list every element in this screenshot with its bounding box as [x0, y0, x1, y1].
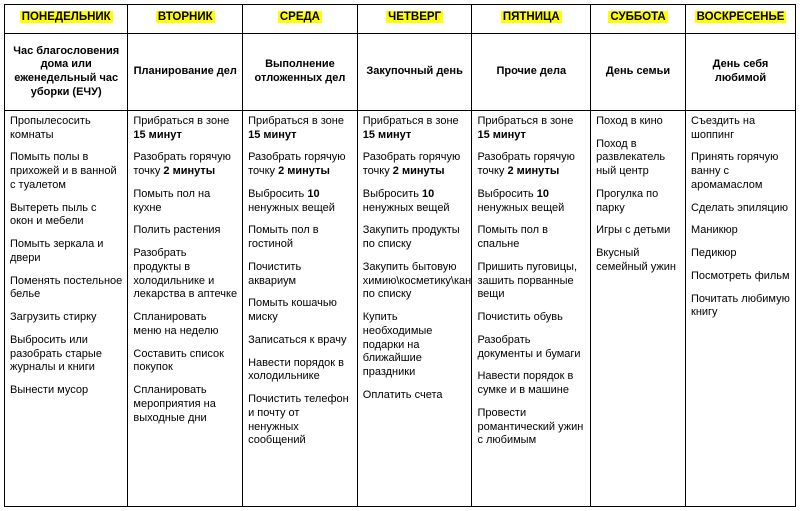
task-item: Помыть пол на кухне	[133, 188, 237, 216]
day-header: ВТОРНИК	[128, 5, 243, 34]
task-item: Маникюр	[691, 224, 790, 238]
task-item: Составить список покупок	[133, 348, 237, 376]
task-item: Выбросить 10 ненужных вещей	[248, 188, 352, 216]
day-name: ВОСКРЕСЕНЬЕ	[695, 11, 787, 23]
task-item: Помыть пол в спальне	[477, 224, 585, 252]
task-item: Записаться к врачу	[248, 334, 352, 348]
day-name: ПЯТНИЦА	[501, 11, 562, 23]
subheader-row: Час благословения дома или еженедельный …	[5, 34, 796, 110]
task-item: Пришить пуговицы, зашить порванные вещи	[477, 261, 585, 302]
day-name: ЧЕТВЕРГ	[386, 11, 443, 23]
task-item: Выбросить или разобрать старые журналы и…	[10, 334, 122, 375]
day-name: ВТОРНИК	[156, 11, 215, 23]
task-item: Вытереть пыль с окон и мебели	[10, 202, 122, 230]
task-item: Закупить бытовую химию\косметику\канцеля…	[363, 261, 467, 302]
task-item: Почистить телефон и почту от ненужных со…	[248, 393, 352, 448]
task-item: Разобрать горячую точку 2 минуты	[477, 151, 585, 179]
task-item: Полить растения	[133, 224, 237, 238]
task-item: Помыть зеркала и двери	[10, 238, 122, 266]
task-item: Помыть пол в гостиной	[248, 224, 352, 252]
day-subtitle: Планирование дел	[128, 34, 243, 110]
day-header: ПОНЕДЕЛЬНИК	[5, 5, 128, 34]
task-item: Съездить на шоппинг	[691, 115, 790, 143]
weekly-schedule-table: ПОНЕДЕЛЬНИК ВТОРНИК СРЕДА ЧЕТВЕРГ ПЯТНИЦА СУБ…	[4, 4, 796, 507]
task-item: Почистить обувь	[477, 311, 585, 325]
task-item: Прибраться в зоне 15 минут	[248, 115, 352, 143]
tasks-row: Пропылесосить комнаты Помыть полы в прихо…	[5, 110, 796, 506]
task-item: Поход в кино	[596, 115, 680, 129]
day-tasks-cell: Прибраться в зоне 15 минут Разобрать горя…	[472, 110, 591, 506]
task-item: Разобрать горячую точку 2 минуты	[248, 151, 352, 179]
day-name: СУББОТА	[608, 11, 667, 23]
day-header: СУББОТА	[591, 5, 686, 34]
task-item: Выбросить 10 ненужных вещей	[363, 188, 467, 216]
day-tasks-cell: Поход в кино Поход в развлекатель ный цен…	[591, 110, 686, 506]
task-item: Вкусный семейный ужин	[596, 247, 680, 275]
task-item: Спланировать меню на неделю	[133, 311, 237, 339]
task-item: Поход в развлекатель ный центр	[596, 138, 680, 179]
task-item: Игры с детьми	[596, 224, 680, 238]
task-item: Педикюр	[691, 247, 790, 261]
day-subtitle: Час благословения дома или еженедельный …	[5, 34, 128, 110]
task-item: Навести порядок в сумке и в машине	[477, 370, 585, 398]
header-row: ПОНЕДЕЛЬНИК ВТОРНИК СРЕДА ЧЕТВЕРГ ПЯТНИЦА СУБ…	[5, 5, 796, 34]
task-item: Прибраться в зоне 15 минут	[477, 115, 585, 143]
task-item: Разобрать продукты в холодильнике и лека…	[133, 247, 237, 302]
day-name: СРЕДА	[278, 11, 322, 23]
task-item: Вынести мусор	[10, 384, 122, 398]
task-item: Разобрать горячую точку 2 минуты	[133, 151, 237, 179]
task-item: Выбросить 10 ненужных вещей	[477, 188, 585, 216]
task-item: Сделать эпиляцию	[691, 202, 790, 216]
task-item: Помыть полы в прихожей и в ванной с туал…	[10, 151, 122, 192]
day-header: ЧЕТВЕРГ	[357, 5, 472, 34]
day-subtitle: Выполнение отложенных дел	[243, 34, 358, 110]
task-item: Навести порядок в холодильнике	[248, 357, 352, 385]
task-item: Закупить продукты по списку	[363, 224, 467, 252]
task-item: Почитать любимую книгу	[691, 293, 790, 321]
task-item: Купить необходимые подарки на ближайшие …	[363, 311, 467, 380]
task-item: Разобрать документы и бумаги	[477, 334, 585, 362]
day-subtitle: Закупочный день	[357, 34, 472, 110]
task-item: Поменять постельное белье	[10, 275, 122, 303]
day-header: СРЕДА	[243, 5, 358, 34]
day-subtitle: Прочие дела	[472, 34, 591, 110]
day-subtitle: День семьи	[591, 34, 686, 110]
task-item: Принять горячую ванну с аромамаслом	[691, 151, 790, 192]
day-tasks-cell: Съездить на шоппинг Принять горячую ванну…	[686, 110, 796, 506]
day-header: ПЯТНИЦА	[472, 5, 591, 34]
day-name: ПОНЕДЕЛЬНИК	[20, 11, 113, 23]
task-item: Провести романтический ужин с любимым	[477, 407, 585, 448]
task-item: Загрузить стирку	[10, 311, 122, 325]
task-item: Спланировать мероприятия на выходные дни	[133, 384, 237, 425]
day-header: ВОСКРЕСЕНЬЕ	[686, 5, 796, 34]
task-item: Разобрать горячую точку 2 минуты	[363, 151, 467, 179]
task-item: Посмотреть фильм	[691, 270, 790, 284]
task-item: Прибраться в зоне 15 минут	[133, 115, 237, 143]
task-item: Почистить аквариум	[248, 261, 352, 289]
day-subtitle: День себя любимой	[686, 34, 796, 110]
task-item: Оплатить счета	[363, 389, 467, 403]
task-item: Прибраться в зоне 15 минут	[363, 115, 467, 143]
task-item: Прогулка по парку	[596, 188, 680, 216]
day-tasks-cell: Прибраться в зоне 15 минут Разобрать горя…	[357, 110, 472, 506]
day-tasks-cell: Прибраться в зоне 15 минут Разобрать горя…	[128, 110, 243, 506]
task-item: Помыть кошачью миску	[248, 297, 352, 325]
day-tasks-cell: Пропылесосить комнаты Помыть полы в прихо…	[5, 110, 128, 506]
day-tasks-cell: Прибраться в зоне 15 минут Разобрать горя…	[243, 110, 358, 506]
task-item: Пропылесосить комнаты	[10, 115, 122, 143]
